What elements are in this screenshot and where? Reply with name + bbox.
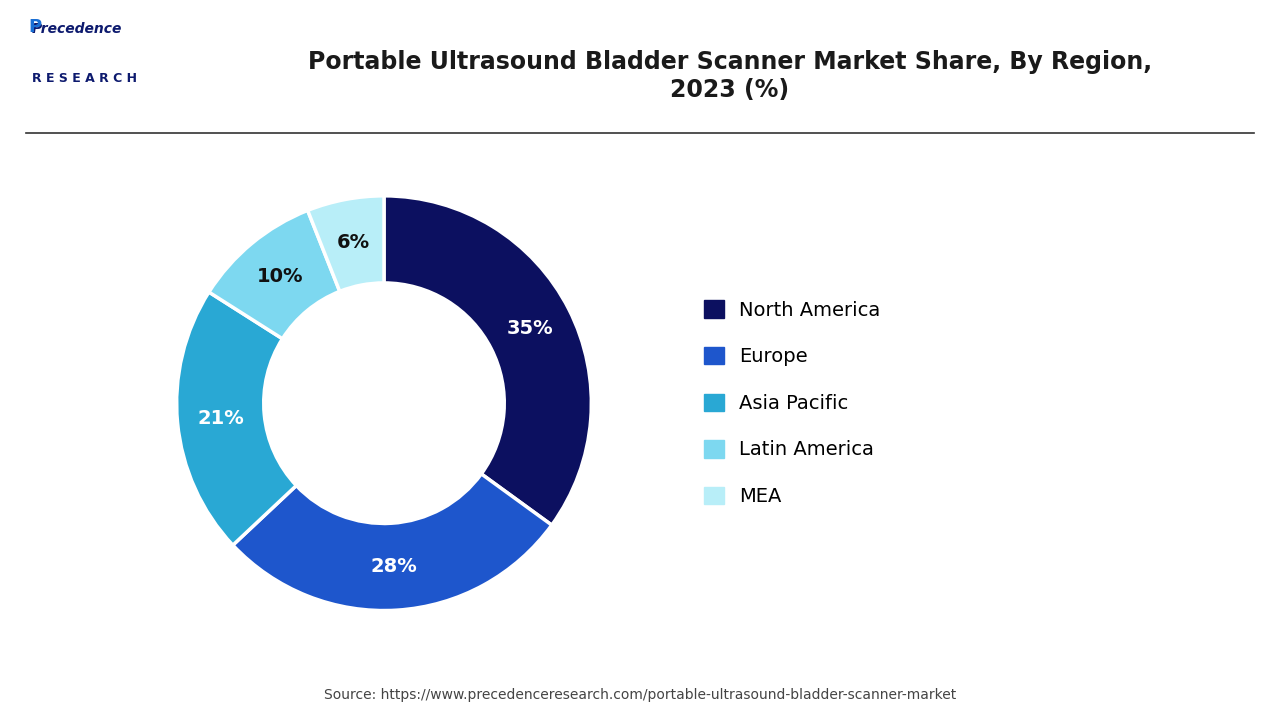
Text: R E S E A R C H: R E S E A R C H	[32, 72, 137, 85]
Wedge shape	[233, 474, 552, 611]
Text: 6%: 6%	[337, 233, 370, 252]
Text: Source: https://www.precedenceresearch.com/portable-ultrasound-bladder-scanner-m: Source: https://www.precedenceresearch.c…	[324, 688, 956, 702]
Text: 10%: 10%	[256, 267, 303, 287]
Text: 21%: 21%	[197, 409, 244, 428]
Legend: North America, Europe, Asia Pacific, Latin America, MEA: North America, Europe, Asia Pacific, Lat…	[694, 291, 890, 516]
Wedge shape	[209, 210, 339, 338]
Text: Portable Ultrasound Bladder Scanner Market Share, By Region,
2023 (%): Portable Ultrasound Bladder Scanner Mark…	[307, 50, 1152, 102]
Wedge shape	[307, 196, 384, 292]
Wedge shape	[177, 292, 297, 545]
Wedge shape	[384, 196, 591, 525]
Text: 28%: 28%	[371, 557, 417, 576]
Text: P: P	[28, 18, 41, 36]
Text: Precedence: Precedence	[32, 22, 123, 35]
Text: 35%: 35%	[507, 320, 553, 338]
